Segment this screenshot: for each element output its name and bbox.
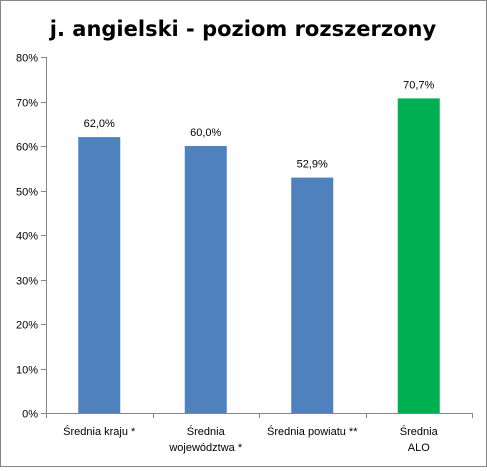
data-label: 60,0% xyxy=(190,127,221,139)
category-label: województwa * xyxy=(168,442,242,454)
y-tick-label: 40% xyxy=(16,231,38,243)
y-tick-label: 30% xyxy=(16,276,38,288)
y-tick-label: 50% xyxy=(16,187,38,199)
y-tick-label: 60% xyxy=(16,142,38,154)
y-ticks: 0% 10% 20% 30% 40% 50% 60% 70% 80% xyxy=(16,53,46,421)
bars: 62,0% 60,0% 52,9% 70,7% xyxy=(78,79,440,413)
data-label: 52,9% xyxy=(297,159,328,171)
bar xyxy=(397,98,440,413)
bar xyxy=(291,177,334,413)
y-tick-label: 0% xyxy=(22,409,38,421)
x-ticks: Średnia kraju * Średnia województwa * Średn… xyxy=(46,413,473,454)
chart-title: j. angielski - poziom rozszerzony xyxy=(49,17,437,41)
category-label: Średnia powiatu ** xyxy=(267,425,358,438)
category-label: Średnia xyxy=(187,425,226,438)
category-label: Średnia xyxy=(400,425,439,438)
bar xyxy=(78,137,121,413)
category-label: ALO xyxy=(408,442,430,454)
category-label: Średnia kraju * xyxy=(63,425,136,438)
data-label: 62,0% xyxy=(84,118,115,130)
bar xyxy=(184,146,227,413)
data-label: 70,7% xyxy=(403,79,434,91)
y-tick-label: 20% xyxy=(16,320,38,332)
y-tick-label: 10% xyxy=(16,365,38,377)
y-tick-label: 70% xyxy=(16,98,38,110)
y-tick-label: 80% xyxy=(16,53,38,65)
